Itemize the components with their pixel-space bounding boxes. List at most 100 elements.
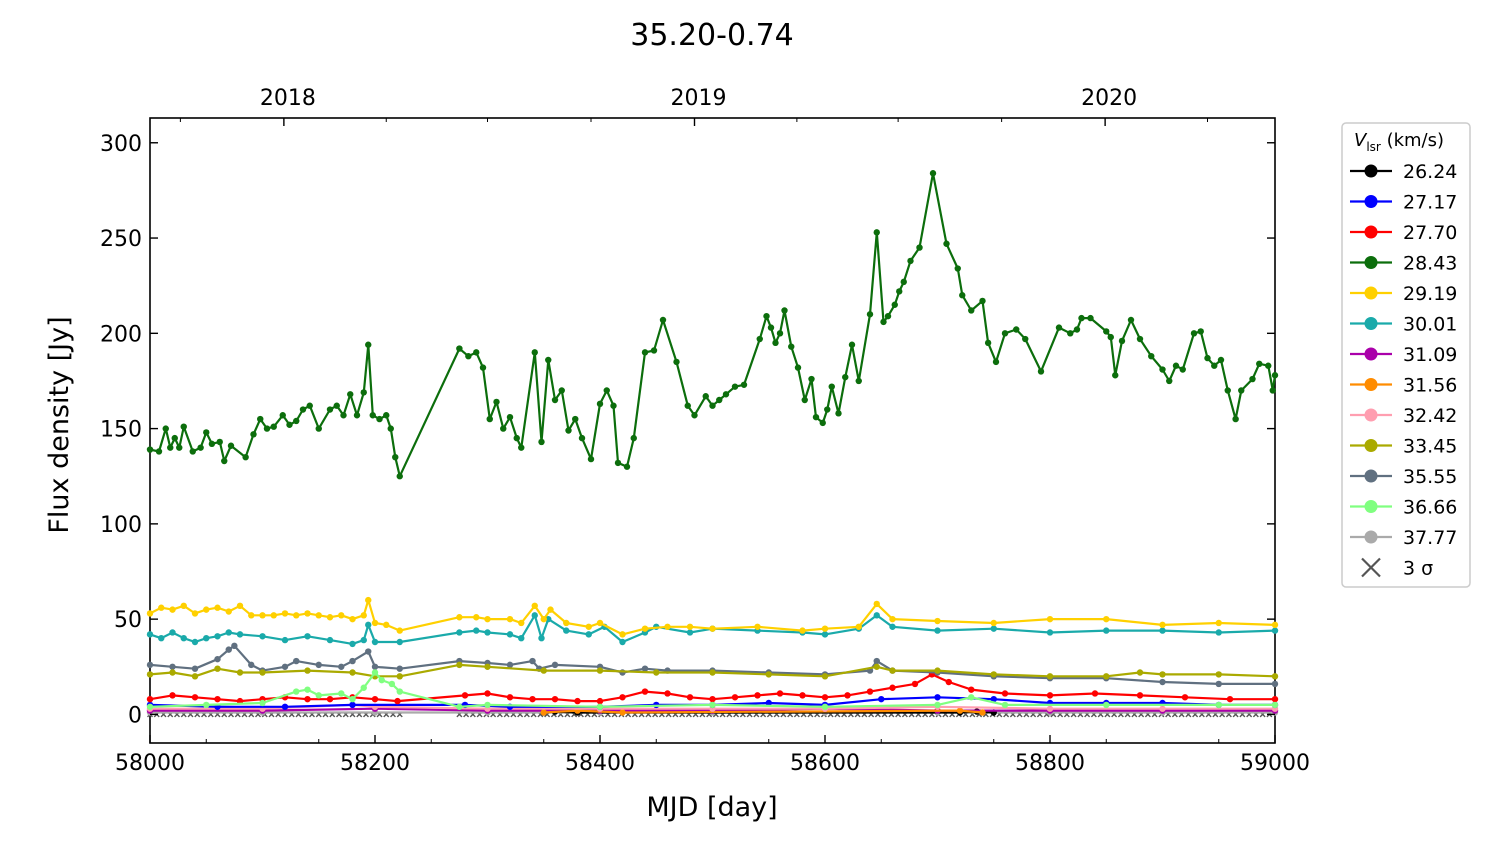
legend-title-sub: lsr (1366, 140, 1381, 154)
data-point (540, 615, 547, 623)
x-tick-label: 58600 (790, 751, 860, 776)
data-point (146, 631, 154, 638)
legend-item: 27.70 (1350, 222, 1457, 244)
data-point (473, 349, 480, 356)
data-point (821, 625, 829, 632)
data-point (304, 633, 311, 640)
data-point (365, 341, 372, 348)
data-point (456, 703, 463, 710)
data-point (1271, 621, 1279, 629)
data-point (990, 625, 997, 632)
data-point (835, 410, 842, 417)
data-point (1127, 316, 1135, 324)
data-point (293, 657, 300, 665)
data-point (686, 623, 694, 630)
data-point (146, 671, 154, 678)
data-point (396, 473, 403, 480)
legend-item: 35.55 (1350, 466, 1457, 488)
data-point (250, 431, 257, 438)
data-point (1001, 330, 1009, 337)
series-33.45 (146, 661, 1279, 680)
data-point (572, 415, 579, 423)
data-point (1013, 326, 1020, 333)
data-point (484, 629, 491, 636)
data-point (1181, 694, 1189, 701)
legend-marker (1364, 195, 1378, 208)
data-point (500, 425, 507, 432)
legend-marker (1364, 317, 1378, 330)
data-point (821, 694, 829, 701)
legend-marker (1364, 530, 1378, 544)
data-point (1265, 362, 1272, 369)
data-point (1037, 368, 1045, 375)
data-point (365, 596, 372, 604)
data-point (907, 257, 914, 265)
data-point (531, 612, 538, 619)
data-point (1103, 627, 1110, 634)
data-point (596, 697, 604, 705)
data-point (1073, 326, 1081, 333)
data-point (1159, 678, 1166, 686)
data-point (349, 669, 356, 676)
data-point (1215, 680, 1222, 688)
series-27.70 (146, 671, 1279, 705)
data-point (176, 444, 183, 451)
data-point (1136, 335, 1144, 343)
data-point (630, 434, 637, 442)
data-point (756, 335, 763, 343)
data-point (484, 701, 491, 709)
data-point (968, 694, 975, 701)
data-point (388, 680, 396, 688)
data-point (781, 307, 788, 314)
data-point (934, 667, 941, 674)
data-point (197, 444, 204, 451)
data-point (1166, 377, 1173, 385)
data-point (722, 391, 730, 398)
data-point (873, 657, 880, 665)
data-point (1148, 352, 1155, 360)
data-point (1232, 415, 1239, 423)
data-point (934, 701, 941, 709)
data-point (828, 383, 835, 390)
data-point (315, 692, 322, 699)
data-point (1238, 387, 1245, 394)
data-point (214, 604, 221, 611)
data-point (529, 657, 536, 665)
data-point (180, 423, 187, 430)
data-point (1078, 314, 1085, 322)
data-point (203, 701, 210, 709)
data-point (1046, 615, 1054, 623)
data-point (169, 606, 176, 613)
data-point (146, 695, 154, 703)
data-point (1136, 669, 1144, 676)
data-point (821, 631, 829, 638)
data-point (709, 695, 716, 703)
data-point (880, 318, 887, 326)
data-point (653, 669, 660, 676)
data-point (456, 661, 463, 669)
data-point (146, 661, 154, 669)
data-point (208, 440, 216, 448)
data-point (596, 619, 604, 627)
data-point (788, 343, 795, 350)
data-point (623, 463, 631, 470)
data-point (596, 400, 604, 408)
data-point (1046, 673, 1054, 680)
data-point (484, 690, 491, 697)
series-36.66 (146, 669, 1279, 710)
data-point (776, 690, 784, 697)
data-point (990, 671, 997, 678)
data-point (1103, 615, 1110, 623)
data-point (866, 688, 874, 695)
data-point (158, 604, 165, 611)
series-28.43 (146, 170, 1279, 480)
data-point (304, 610, 311, 617)
data-point (270, 423, 277, 430)
data-point (1103, 328, 1110, 335)
data-point (545, 615, 552, 623)
data-point (306, 402, 313, 409)
data-point (1172, 362, 1180, 369)
data-point (473, 627, 480, 634)
data-point (1091, 690, 1099, 697)
legend-label: 26.24 (1403, 161, 1457, 183)
